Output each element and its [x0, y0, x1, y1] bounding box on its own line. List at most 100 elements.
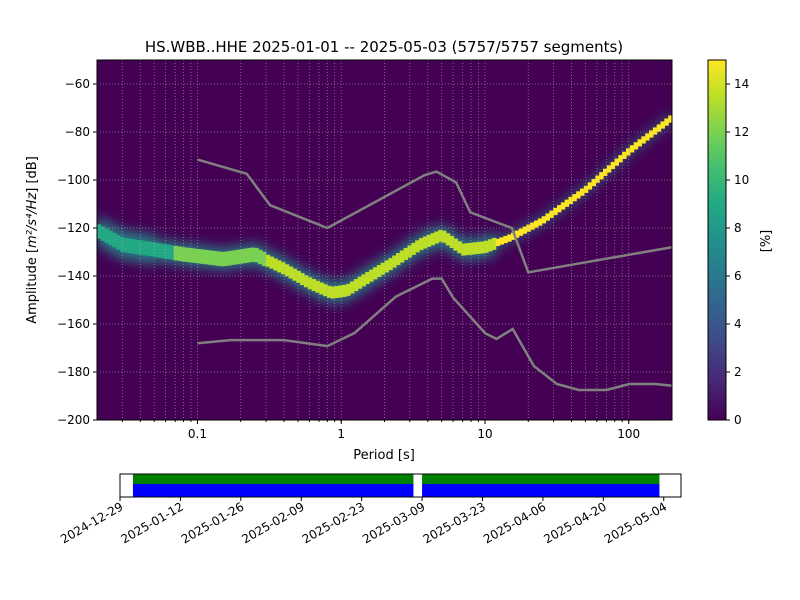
ppsd-cell [599, 172, 604, 180]
ppsd-cell [369, 269, 374, 282]
colorbar-tick-label: 12 [734, 125, 749, 139]
colorbar-tick-label: 6 [734, 269, 742, 283]
ppsd-cell [185, 247, 190, 263]
ppsd-cell [453, 238, 458, 251]
ppsd-cell [181, 247, 186, 262]
ppsd-cell [537, 218, 543, 226]
ppsd-cell [361, 274, 366, 287]
ppsd-cell [135, 239, 140, 255]
colorbar-tick-label: 2 [734, 365, 742, 379]
timeline-tick-label: 2025-02-23 [300, 499, 367, 546]
timeline-panel: 2024-12-292025-01-122025-01-262025-02-09… [58, 473, 682, 546]
y-axis-ticks: −200 −180 −160 −140 −120 −100 −80 −60 [57, 77, 97, 427]
timeline-tick-label: 2025-03-09 [360, 499, 427, 546]
ppsd-cell [357, 276, 363, 289]
ppsd-cell [208, 250, 213, 265]
ppsd-cell [568, 196, 573, 205]
ppsd-cell [580, 188, 585, 196]
ppsd-cell [422, 236, 428, 249]
timeline-segment-top [422, 474, 660, 484]
colorbar-tick-label: 8 [734, 221, 742, 235]
ppsd-cell [373, 267, 378, 280]
ppsd-cell [353, 279, 359, 292]
ppsd-cell [273, 258, 278, 271]
ppsd-cell [587, 182, 593, 190]
ppsd-cell [557, 205, 562, 213]
ppsd-cell [219, 251, 225, 267]
ppsd-cell [396, 253, 401, 266]
ppsd-cell [300, 273, 305, 286]
x-tick-label: 1 [337, 427, 345, 441]
timeline-tick-label: 2025-01-12 [119, 499, 186, 546]
ppsd-cell [304, 275, 309, 288]
ppsd-cell [438, 229, 443, 242]
ppsd-cell [637, 139, 642, 147]
timeline-tick-label: 2025-01-26 [179, 499, 246, 546]
ppsd-cell [269, 256, 274, 269]
ppsd-cell [192, 248, 198, 263]
y-tick-label: −60 [65, 77, 90, 91]
ppsd-cell [131, 239, 136, 254]
ppsd-cell [143, 241, 148, 256]
x-tick-label: 10 [477, 427, 492, 441]
timeline-tick-label: 2025-04-06 [481, 499, 548, 546]
ppsd-cell [261, 251, 267, 267]
ppsd-cell [104, 228, 110, 244]
timeline-segments [132, 474, 660, 497]
ppsd-cell [350, 281, 355, 294]
ppsd-cell [572, 194, 577, 202]
ppsd-cell [583, 185, 589, 193]
ppsd-cell [403, 247, 409, 260]
ppsd-cell [365, 271, 370, 284]
ppsd-cell [204, 249, 209, 265]
ppsd-cell [100, 226, 106, 241]
ppsd-cell [162, 244, 167, 259]
ppsd-cell [323, 284, 328, 297]
y-tick-label: −120 [57, 221, 90, 235]
timeline-tick-label: 2025-04-20 [541, 499, 608, 546]
ppsd-cell [445, 233, 451, 246]
ppsd-cell [499, 237, 504, 245]
y-tick-label: −140 [57, 269, 90, 283]
ppsd-cell [258, 249, 263, 265]
chart-title: HS.WBB..HHE 2025-01-01 -- 2025-05-03 (57… [145, 38, 623, 56]
ppsd-cell [315, 280, 320, 293]
ppsd-cell [415, 240, 420, 253]
ppsd-cell [534, 220, 539, 228]
ppsd-cell [169, 245, 175, 260]
timeline-date-ticks: 2024-12-292025-01-122025-01-262025-02-09… [58, 497, 669, 546]
ppsd-cell [626, 148, 631, 156]
ppsd-cell [166, 244, 171, 260]
colorbar-ticks: 0 2 4 6 8 10 12 14 [726, 77, 749, 427]
ppsd-cell [522, 226, 527, 234]
ppsd-cell [633, 142, 639, 150]
ppsd-cell [342, 284, 347, 297]
ppsd-cell [338, 285, 343, 298]
ppsd-cell [541, 216, 547, 224]
ppsd-cell [127, 238, 133, 254]
ppsd-cell [449, 235, 455, 248]
ppsd-cell [491, 237, 497, 250]
ppsd-cell [649, 130, 654, 138]
ppsd-cell [246, 248, 251, 263]
noise-model-nlnm [197, 277, 672, 392]
ppsd-cell [476, 241, 481, 254]
ppsd-cell [591, 178, 596, 187]
ppsd-cell [281, 262, 286, 275]
ppsd-cell [212, 250, 217, 266]
ppsd-cell [507, 234, 512, 242]
ppsd-cell [392, 255, 397, 268]
ppsd-cell [660, 121, 665, 129]
ppsd-cell [618, 155, 623, 163]
grid-lines [97, 60, 672, 420]
ppsd-cell [292, 268, 297, 281]
ppsd-cell [503, 235, 508, 244]
ppsd-cell [484, 240, 489, 253]
x-axis-ticks: 0.1 1 10 100 [121, 420, 640, 441]
y-axis-label-suffix: ] [dB] [25, 156, 40, 193]
ppsd-cell [158, 243, 163, 258]
ppsd-cell [388, 258, 393, 271]
x-tick-label: 100 [617, 427, 640, 441]
ppsd-cell [560, 202, 566, 210]
